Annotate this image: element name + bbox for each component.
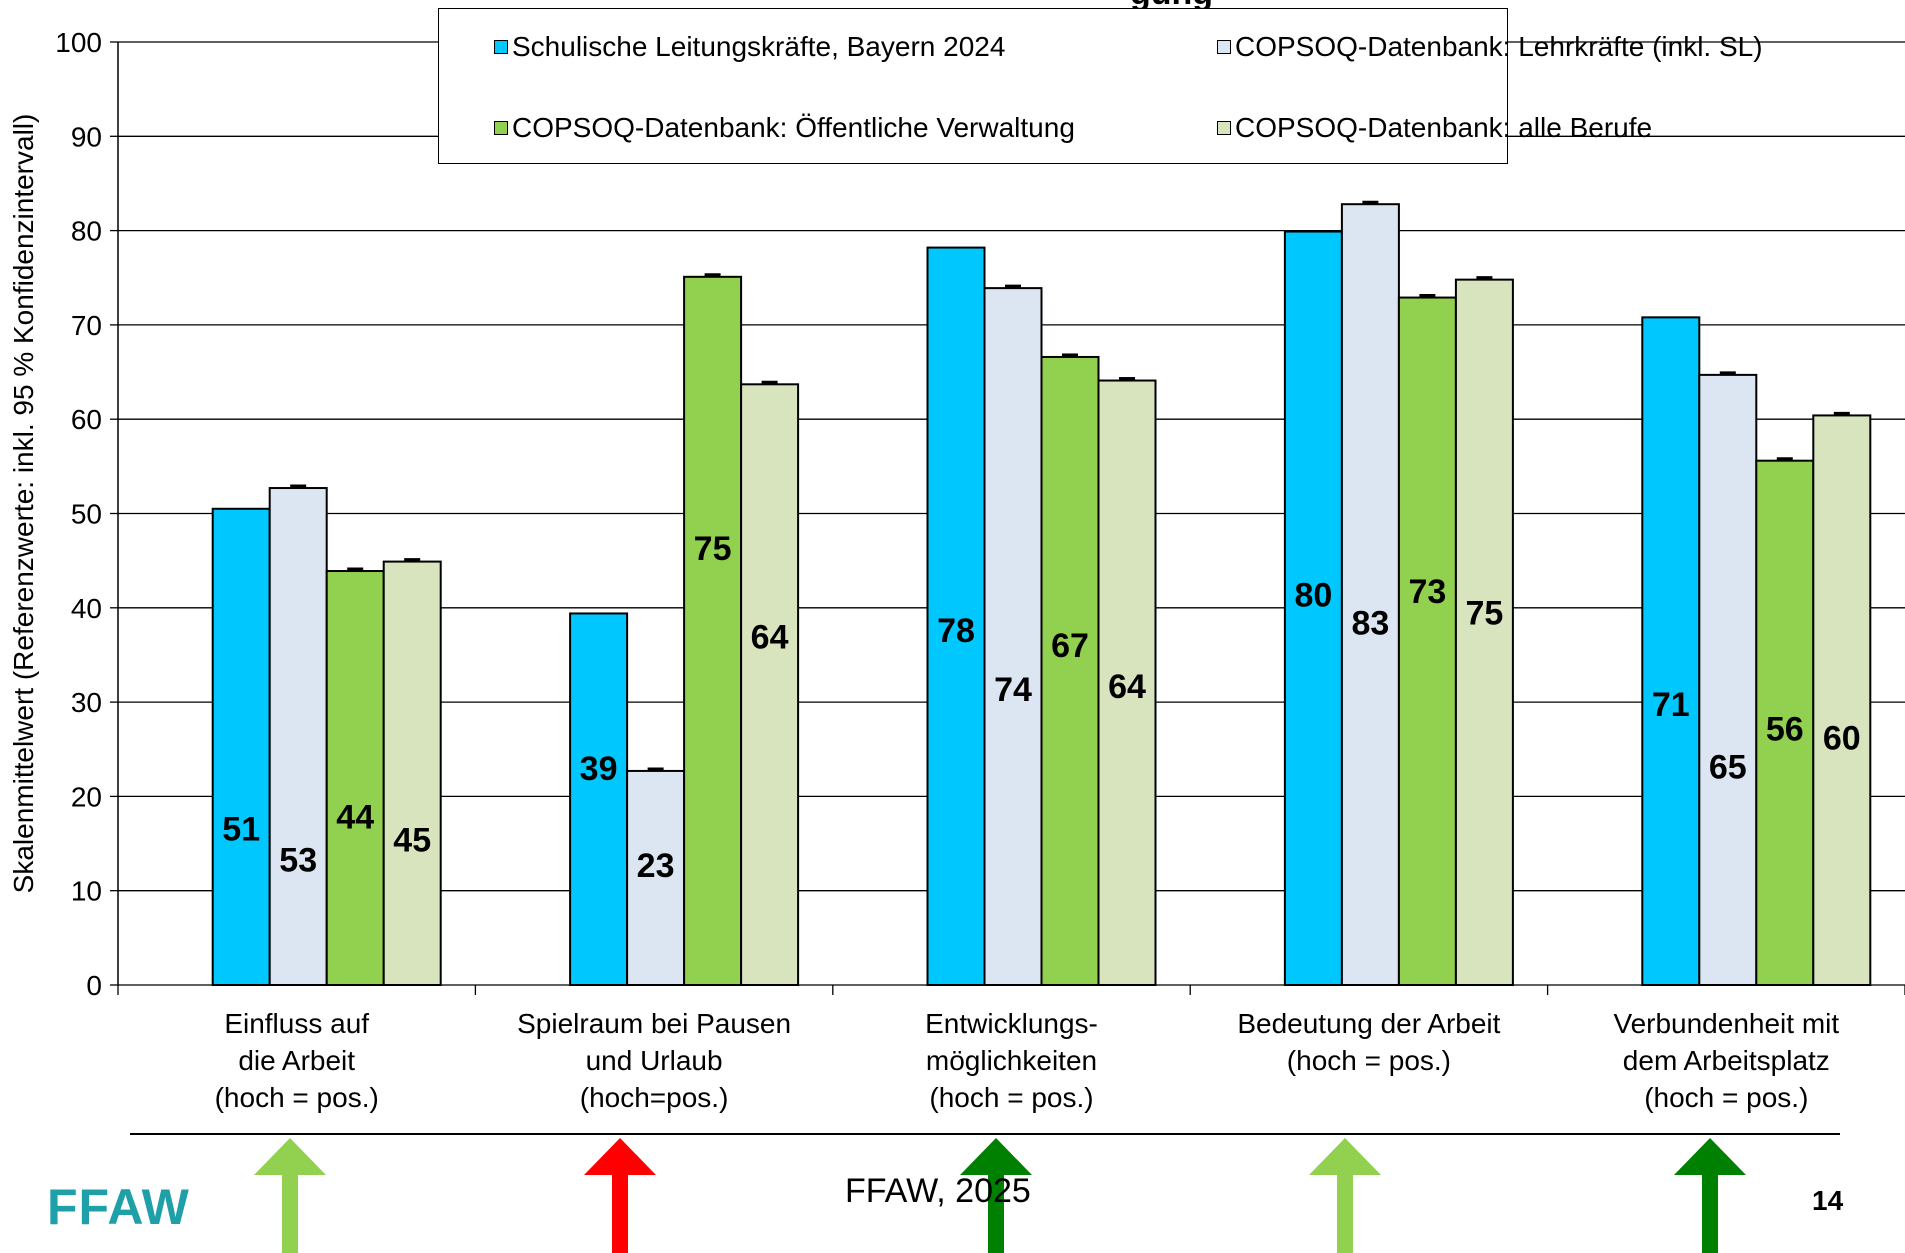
bar-2-5 [1698,373,1758,986]
legend-entry-lehrkraefte: COPSOQ-Datenbank: Lehrkräfte (inkl. SL) [1217,31,1763,63]
x-category-label: dem Arbeitsplatz [1623,1045,1830,1076]
y-tick-label: 20 [71,781,102,812]
x-category-label: (hoch = pos.) [215,1082,379,1113]
bar-3-1 [325,570,385,986]
data-label: 64 [751,619,789,657]
y-tick-label: 60 [71,404,102,435]
legend-swatch-oeffentliche-verwaltung [494,121,508,135]
data-label: 71 [1652,686,1690,724]
data-label: 44 [336,799,374,837]
data-label: 64 [1108,668,1146,706]
data-label: 65 [1709,748,1747,786]
y-tick-label: 90 [71,121,102,152]
legend-label: Schulische Leitungskräfte, Bayern 2024 [512,31,1006,62]
footer-text: FFAW, 2025 [845,1172,1031,1210]
y-tick-label: 40 [71,593,102,624]
trend-arrow-up-icon [1674,1138,1746,1253]
x-category-label: (hoch = pos.) [1644,1082,1808,1113]
y-tick-label: 100 [55,27,102,58]
bar-4-1 [382,560,442,987]
bar-3-4 [1397,296,1457,987]
x-category-label: (hoch=pos.) [580,1082,729,1113]
x-category-label: (hoch = pos.) [1287,1045,1451,1076]
legend-swatch-schulische-leitungskraefte [494,40,508,54]
bar-2-4 [1340,203,1400,987]
chart-legend: Schulische Leitungskräfte, Bayern 2024 C… [438,8,1763,164]
x-category-label: und Urlaub [586,1045,723,1076]
x-category-label: Bedeutung der Arbeit [1237,1008,1500,1039]
y-tick-label: 50 [71,499,102,530]
data-label: 23 [637,847,675,885]
bar-2-1 [268,487,328,986]
bar-1-2 [569,612,629,986]
bar-4-4 [1454,278,1514,986]
data-label: 51 [222,811,260,849]
legend-swatch-lehrkraefte [1217,40,1231,54]
y-tick-label: 10 [71,876,102,907]
x-category-label: möglichkeiten [926,1045,1097,1076]
bar-4-3 [1097,379,1157,986]
x-category-label: Einfluss auf [224,1008,369,1039]
y-axis-title: Skalenmittelwert (Referenzwerte: inkl. 9… [8,114,39,894]
bar-3-5 [1755,459,1815,986]
bar-1-3 [926,246,986,987]
data-label: 83 [1351,605,1389,643]
x-category-label: die Arbeit [238,1045,355,1076]
data-label: 67 [1051,627,1089,665]
bar-4-2 [740,383,800,986]
y-tick-label: 80 [71,216,102,247]
data-label: 60 [1823,720,1861,758]
trend-arrow-up-icon [960,1138,1032,1253]
trend-arrow-up-icon [584,1138,656,1253]
data-label: 39 [580,750,618,788]
y-tick-label: 0 [86,970,102,1001]
bar-1-5 [1641,316,1701,986]
x-category-label: Entwicklungs- [925,1008,1098,1039]
legend-entry-schulische-leitungskraefte: Schulische Leitungskräfte, Bayern 2024 [494,31,1005,63]
legend-swatch-alle-berufe [1217,121,1231,135]
legend-label: COPSOQ-Datenbank: Lehrkräfte (inkl. SL) [1235,31,1763,62]
bar-1-4 [1283,230,1343,986]
legend-entry-oeffentliche-verwaltung: COPSOQ-Datenbank: Öffentliche Verwaltung [494,112,1075,144]
data-label: 78 [937,612,975,650]
bar-4-5 [1812,414,1872,987]
x-category-label: Spielraum bei Pausen [517,1008,791,1039]
y-tick-label: 30 [71,687,102,718]
data-label: 75 [694,530,732,568]
trend-arrow-up-icon [1309,1138,1381,1253]
data-label: 75 [1465,594,1503,632]
data-label: 73 [1408,573,1446,611]
page-number: 14 [1812,1185,1844,1216]
legend-label: COPSOQ-Datenbank: Öffentliche Verwaltung [512,112,1075,143]
x-category-label: Verbundenheit mit [1613,1008,1839,1039]
bar-1-1 [211,507,271,986]
data-label: 56 [1766,710,1804,748]
legend-label: COPSOQ-Datenbank: alle Berufe [1235,112,1653,143]
data-label: 53 [279,841,317,879]
x-category-label: (hoch = pos.) [929,1082,1093,1113]
bar-2-2 [626,769,686,987]
data-label: 74 [994,671,1032,709]
data-label: 80 [1294,577,1332,615]
bar-3-2 [683,275,743,986]
bar-3-3 [1040,355,1100,987]
data-label: 45 [393,821,431,859]
y-tick-label: 70 [71,310,102,341]
footer-rule [130,1133,1840,1135]
legend-entry-alle-berufe: COPSOQ-Datenbank: alle Berufe [1217,112,1652,144]
ffaw-logo: FFAW [47,1179,190,1235]
bar-2-3 [983,287,1043,986]
trend-arrow-up-icon [254,1138,326,1253]
